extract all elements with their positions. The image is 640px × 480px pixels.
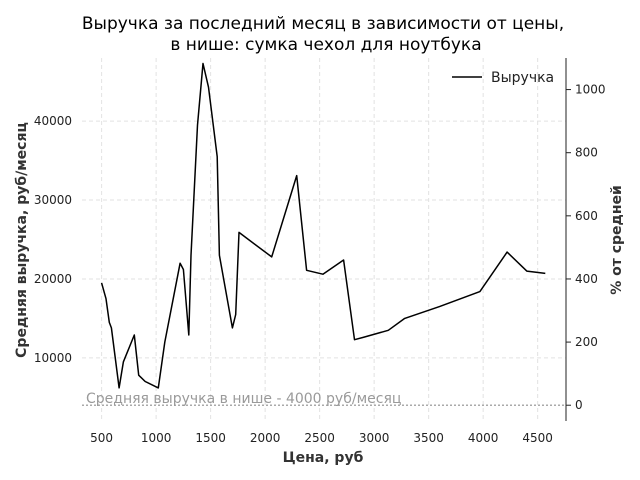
y2-tick-label: 1000 [575, 83, 606, 97]
chart-title-line2: в нише: сумка чехол для ноутбука [170, 35, 481, 55]
x-tick-label: 2000 [250, 431, 281, 445]
y-axis-label: Средняя выручка, руб/месяц [14, 122, 30, 358]
x-tick-label: 4000 [468, 431, 499, 445]
y2-ticks: 0 200 400 600 800 1000 [566, 83, 606, 412]
legend-label: Выручка [491, 70, 554, 86]
y2-tick-label: 600 [575, 209, 598, 223]
y2-tick-label: 0 [575, 398, 583, 412]
y-tick-label: 40000 [34, 114, 72, 128]
reference-line-label: Средняя выручка в нише - 4000 руб/месяц [86, 391, 401, 407]
y2-tick-label: 200 [575, 335, 598, 349]
legend: Выручка [452, 70, 554, 86]
x-tick-label: 500 [90, 431, 113, 445]
x-tick-label: 1000 [141, 431, 172, 445]
x-tick-label: 3500 [413, 431, 444, 445]
x-axis-label: Цена, руб [283, 450, 364, 466]
series-line [100, 62, 546, 389]
y-ticks: 10000 20000 30000 40000 [34, 114, 72, 365]
y-tick-label: 10000 [34, 351, 72, 365]
chart-title-line1: Выручка за последний месяц в зависимости… [82, 14, 564, 34]
y2-tick-label: 800 [575, 146, 598, 160]
y2-tick-label: 400 [575, 272, 598, 286]
y-tick-label: 20000 [34, 272, 72, 286]
grid [82, 58, 566, 421]
y2-axis-label: % от средней [609, 185, 625, 295]
x-ticks: 500 1000 1500 2000 2500 3000 3500 4000 4500 [90, 431, 553, 445]
x-tick-label: 2500 [304, 431, 335, 445]
x-tick-label: 4500 [522, 431, 553, 445]
series-group [100, 62, 546, 389]
y-tick-label: 30000 [34, 193, 72, 207]
x-tick-label: 1500 [195, 431, 226, 445]
x-tick-label: 3000 [359, 431, 390, 445]
